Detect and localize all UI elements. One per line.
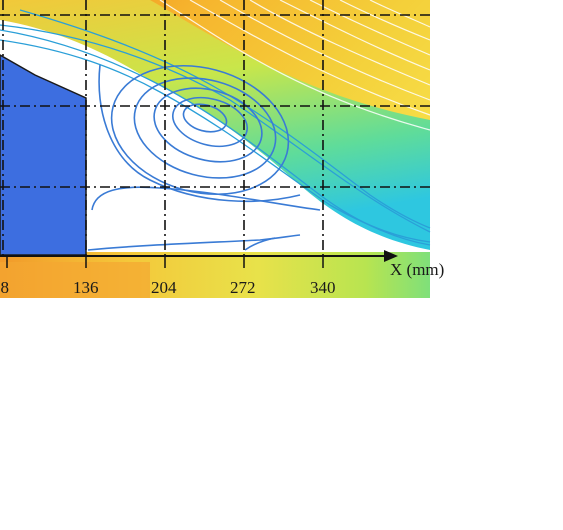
shear-streamlines [0, 9, 431, 246]
x-tick-label-204: 204 [151, 278, 177, 297]
vortex-streamlines [87, 64, 321, 251]
recirculation-region [0, 20, 430, 255]
x-tick-label-272: 272 [230, 278, 256, 297]
x-tick-label-340: 340 [310, 278, 336, 297]
grid-lines [0, 0, 430, 255]
bottom-warm-patch [0, 262, 150, 298]
x-tick-label-68: 68 [0, 278, 9, 297]
step-body [0, 54, 87, 256]
x-tick-label-136: 136 [73, 278, 99, 297]
x-axis-arrowhead [384, 250, 398, 262]
x-axis-label: X (mm) [390, 260, 444, 279]
x-axis-ticks [6, 256, 324, 268]
